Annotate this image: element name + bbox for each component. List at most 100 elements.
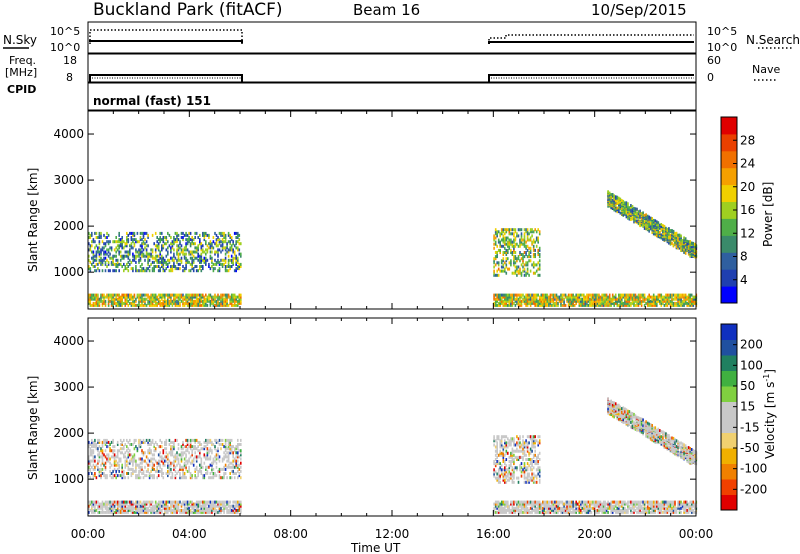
data-cell	[555, 303, 558, 307]
data-cell	[173, 459, 175, 463]
data-cell	[522, 238, 524, 242]
data-cell	[203, 231, 206, 235]
data-cell	[123, 293, 125, 297]
data-cell	[502, 295, 505, 299]
data-cell	[514, 293, 517, 297]
data-cell	[240, 500, 242, 504]
data-cell	[180, 256, 183, 260]
data-cell	[240, 461, 242, 465]
data-cell	[138, 476, 140, 480]
data-cell	[211, 504, 213, 508]
data-cell	[92, 265, 95, 268]
data-cell	[540, 299, 543, 303]
colorbar-tick-label: 16	[740, 203, 755, 217]
data-cell	[630, 303, 632, 307]
data-cell	[203, 453, 206, 457]
data-cell	[237, 500, 239, 504]
data-cell	[563, 508, 565, 512]
data-cell	[106, 293, 108, 297]
data-cell	[507, 242, 509, 246]
data-cell	[238, 506, 241, 510]
data-cell	[689, 299, 691, 303]
data-cell	[147, 438, 149, 442]
data-cell	[124, 267, 127, 271]
data-cell	[142, 236, 145, 239]
data-cell	[224, 303, 227, 307]
data-cell	[142, 267, 145, 271]
data-cell	[199, 508, 201, 512]
data-cell	[505, 293, 508, 297]
data-cell	[232, 508, 234, 512]
data-cell	[185, 449, 187, 453]
data-cell	[504, 238, 506, 242]
data-cell	[194, 242, 196, 246]
data-cell	[182, 467, 184, 471]
data-cell	[513, 240, 515, 244]
data-cell	[230, 293, 233, 297]
data-cell	[590, 510, 593, 514]
data-cell	[136, 269, 139, 273]
data-cell	[110, 455, 113, 459]
data-cell	[212, 295, 215, 299]
data-cell	[514, 261, 517, 265]
data-cell	[121, 451, 123, 455]
data-cell	[188, 252, 190, 256]
data-cell	[148, 303, 151, 307]
data-cell	[113, 254, 116, 258]
data-cell	[138, 472, 140, 475]
data-cell	[177, 504, 180, 508]
data-cell	[136, 303, 139, 307]
data-cell	[161, 508, 163, 512]
data-cell	[89, 500, 92, 504]
data-cell	[605, 293, 608, 297]
data-cell	[572, 303, 574, 307]
data-cell	[531, 301, 533, 305]
data-cell	[153, 476, 155, 480]
data-cell	[532, 261, 535, 265]
data-cell	[519, 502, 521, 506]
data-cell	[88, 506, 90, 510]
data-cell	[180, 465, 183, 469]
data-cell	[115, 472, 117, 475]
data-cell	[159, 301, 161, 305]
data-cell	[237, 508, 239, 512]
data-cell	[164, 463, 166, 467]
data-cell	[548, 297, 550, 301]
data-cell	[687, 299, 690, 303]
data-cell	[511, 297, 514, 301]
data-cell	[616, 299, 619, 303]
data-cell	[118, 508, 120, 512]
data-cell	[580, 297, 582, 301]
data-cell	[151, 233, 154, 237]
data-cell	[124, 297, 127, 301]
data-cell	[139, 500, 142, 504]
data-cell	[227, 438, 230, 442]
data-cell	[202, 265, 204, 268]
data-cell	[227, 254, 230, 258]
data-cell	[100, 293, 102, 297]
data-cell	[678, 237, 681, 241]
data-cell	[669, 293, 672, 297]
data-cell	[123, 256, 125, 260]
data-cell	[546, 295, 549, 299]
data-cell	[150, 303, 152, 307]
data-cell	[692, 303, 695, 307]
data-cell	[546, 303, 549, 307]
data-cell	[575, 299, 577, 303]
data-cell	[203, 510, 206, 514]
data-cell	[135, 500, 137, 504]
data-cell	[215, 457, 218, 461]
data-cell	[214, 459, 216, 463]
data-cell	[614, 196, 617, 200]
data-cell	[639, 301, 641, 305]
data-cell	[671, 229, 673, 232]
data-cell	[147, 236, 149, 239]
data-cell	[97, 299, 99, 303]
data-cell	[221, 299, 224, 303]
data-cell	[195, 500, 198, 504]
data-cell	[202, 506, 204, 510]
data-cell	[167, 474, 169, 478]
data-cell	[191, 252, 193, 256]
data-cell	[557, 301, 559, 305]
data-cell	[191, 258, 193, 262]
